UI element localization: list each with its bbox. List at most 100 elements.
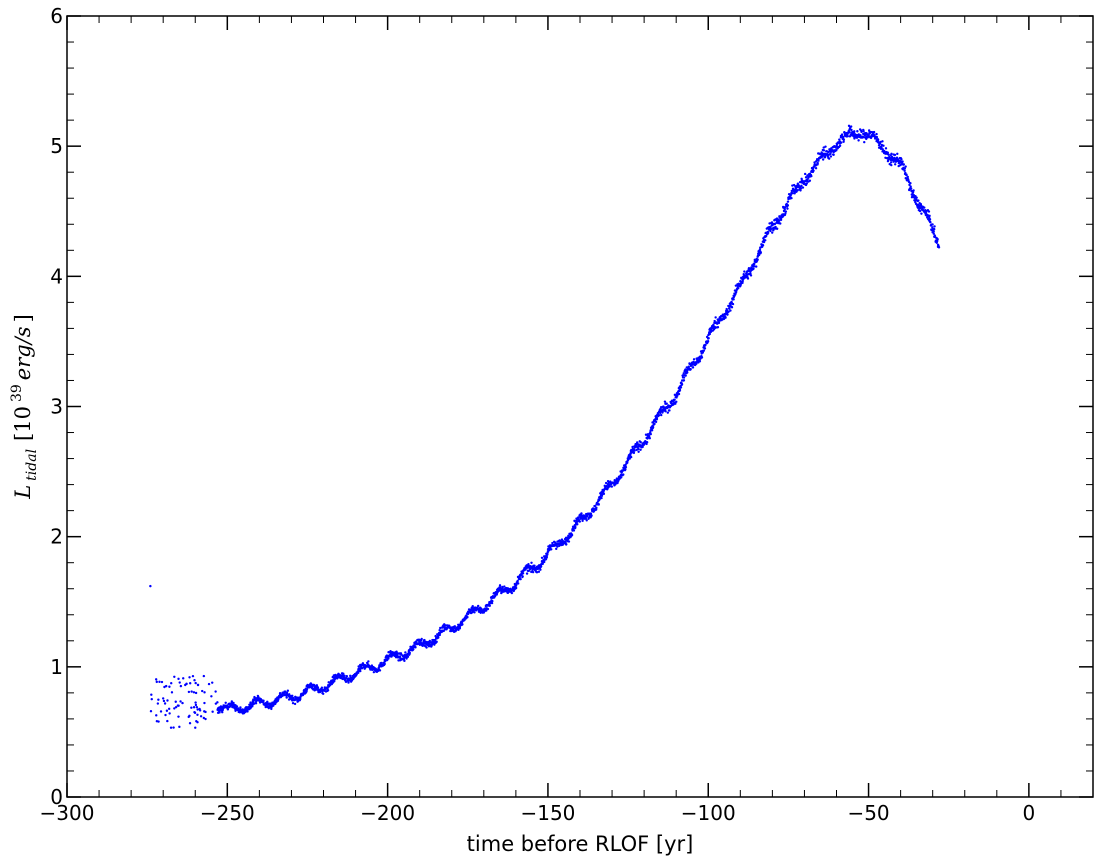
data-point bbox=[653, 422, 656, 426]
data-point bbox=[890, 152, 893, 155]
data-point bbox=[533, 564, 536, 567]
data-point bbox=[199, 715, 203, 718]
data-point bbox=[784, 210, 788, 213]
data-point bbox=[933, 225, 936, 228]
data-point bbox=[668, 409, 671, 412]
data-point bbox=[190, 706, 193, 709]
data-point bbox=[550, 548, 553, 551]
data-point bbox=[158, 680, 161, 684]
data-point bbox=[156, 702, 160, 705]
data-point bbox=[184, 683, 187, 687]
y-axis-label: L tidal [10 39 erg/s ] bbox=[8, 314, 40, 500]
data-point bbox=[817, 159, 820, 162]
data-point bbox=[221, 710, 224, 714]
data-point bbox=[929, 221, 932, 224]
data-point bbox=[149, 584, 152, 588]
data-point bbox=[794, 187, 798, 190]
data-point bbox=[595, 506, 598, 510]
data-point bbox=[876, 138, 880, 142]
data-point bbox=[418, 643, 422, 647]
data-point bbox=[700, 356, 704, 359]
data-point bbox=[829, 155, 833, 158]
data-point bbox=[639, 441, 642, 444]
data-point bbox=[838, 144, 842, 147]
data-point bbox=[663, 400, 667, 403]
data-point bbox=[194, 726, 197, 729]
data-point bbox=[931, 223, 934, 226]
data-point bbox=[628, 457, 631, 460]
data-point bbox=[476, 604, 480, 608]
data-point bbox=[679, 386, 683, 389]
data-point bbox=[682, 376, 686, 379]
data-point bbox=[620, 476, 623, 479]
data-point bbox=[405, 657, 408, 660]
data-point bbox=[775, 227, 779, 230]
data-point bbox=[786, 200, 790, 203]
data-point bbox=[150, 697, 153, 701]
y-tick-label: 6 bbox=[50, 4, 63, 28]
data-point bbox=[629, 455, 633, 459]
data-point bbox=[624, 468, 627, 471]
data-point bbox=[716, 326, 720, 329]
data-point bbox=[521, 575, 524, 578]
data-point bbox=[799, 187, 803, 190]
data-point bbox=[639, 448, 642, 451]
data-point bbox=[574, 525, 577, 529]
data-point bbox=[191, 674, 195, 678]
data-point bbox=[645, 441, 649, 444]
data-point bbox=[594, 508, 598, 511]
x-tick-label: −150 bbox=[520, 801, 575, 825]
data-point bbox=[578, 520, 581, 523]
data-point bbox=[933, 227, 936, 231]
data-point bbox=[808, 179, 812, 182]
data-point bbox=[690, 363, 694, 367]
data-point bbox=[174, 700, 177, 703]
data-point bbox=[291, 701, 295, 705]
data-point bbox=[893, 153, 897, 157]
data-point bbox=[380, 661, 383, 665]
data-point bbox=[170, 681, 173, 685]
data-point bbox=[792, 183, 796, 187]
data-point bbox=[491, 599, 494, 603]
data-point bbox=[717, 321, 721, 325]
data-point bbox=[846, 135, 849, 138]
data-point bbox=[293, 702, 297, 706]
data-point bbox=[902, 163, 905, 166]
data-point bbox=[650, 429, 654, 432]
data-point bbox=[425, 646, 428, 649]
data-point bbox=[681, 374, 685, 377]
y-axis-label-symbol: L bbox=[11, 485, 35, 500]
data-point bbox=[537, 570, 541, 573]
data-point bbox=[906, 175, 909, 179]
data-point bbox=[170, 691, 174, 694]
data-point bbox=[818, 152, 822, 156]
data-point bbox=[904, 165, 907, 168]
data-point bbox=[622, 473, 625, 476]
data-point bbox=[173, 707, 176, 710]
data-point bbox=[631, 445, 634, 449]
data-point bbox=[172, 726, 175, 729]
y-tick-label: 1 bbox=[50, 655, 63, 679]
data-point bbox=[729, 309, 732, 312]
x-axis-label: time before RLOF [yr] bbox=[467, 832, 694, 856]
data-point bbox=[466, 616, 469, 619]
data-point bbox=[262, 699, 265, 702]
data-point bbox=[821, 158, 825, 161]
data-point bbox=[863, 140, 866, 144]
x-tick-label: −50 bbox=[847, 801, 889, 825]
data-point bbox=[188, 722, 192, 725]
data-point bbox=[254, 701, 258, 705]
data-point bbox=[804, 176, 808, 179]
data-point bbox=[166, 699, 169, 702]
data-point bbox=[766, 231, 770, 235]
data-point bbox=[161, 697, 165, 700]
data-point bbox=[326, 689, 330, 692]
data-point bbox=[313, 683, 316, 687]
data-point bbox=[875, 132, 878, 136]
data-point bbox=[771, 231, 774, 234]
data-point bbox=[527, 563, 530, 566]
data-point bbox=[404, 651, 407, 654]
data-point bbox=[387, 651, 390, 654]
y-tick-label: 4 bbox=[50, 264, 63, 288]
